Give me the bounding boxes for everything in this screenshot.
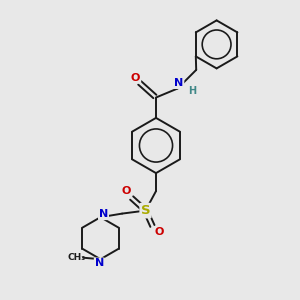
Text: O: O	[122, 186, 131, 196]
Text: CH₃: CH₃	[68, 253, 85, 262]
Text: H: H	[188, 86, 197, 97]
Text: N: N	[174, 78, 183, 88]
Text: O: O	[154, 227, 164, 237]
Text: N: N	[95, 258, 104, 268]
Text: N: N	[99, 209, 108, 219]
Text: O: O	[131, 73, 140, 83]
Text: S: S	[141, 204, 150, 217]
